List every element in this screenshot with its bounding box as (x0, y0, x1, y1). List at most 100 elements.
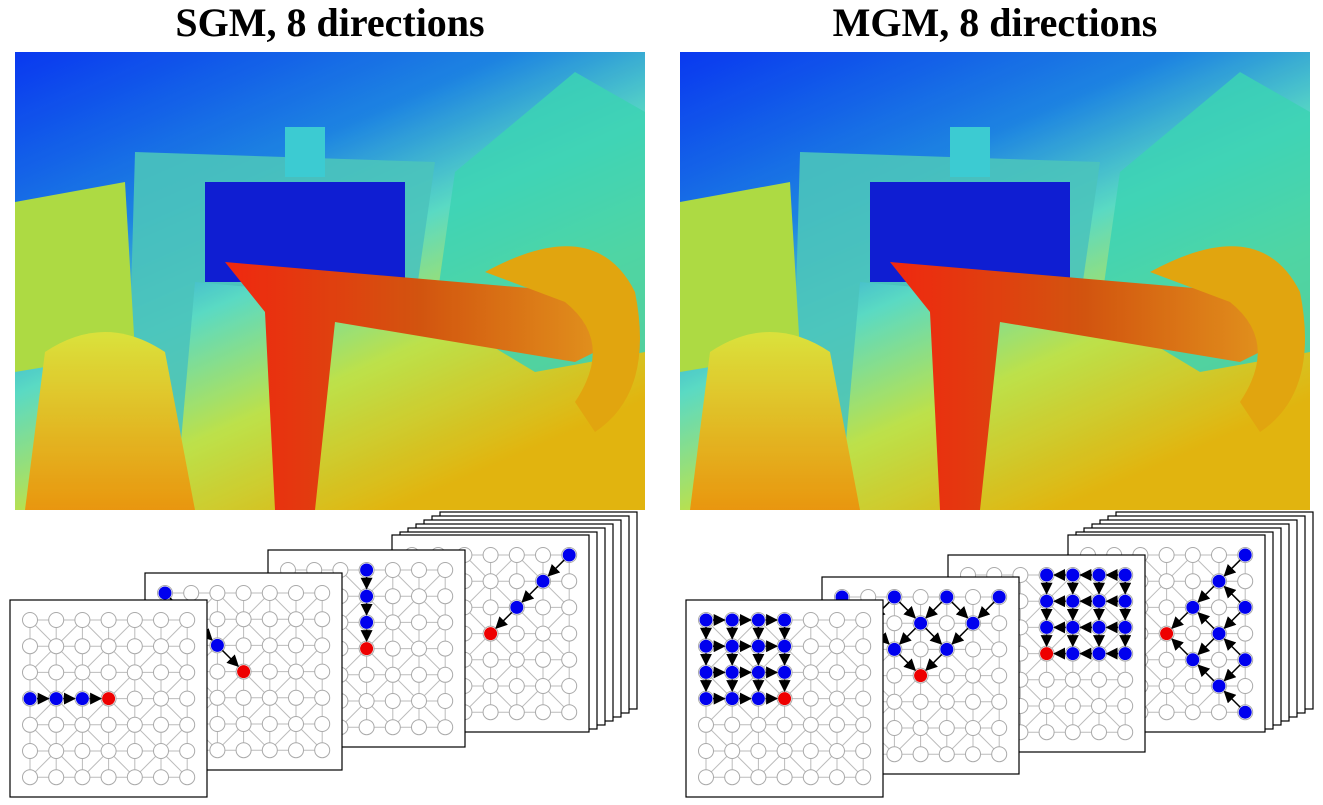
node (48, 769, 65, 786)
blue-node (751, 692, 765, 706)
node (1117, 698, 1134, 714)
node (48, 612, 65, 628)
blue-node (940, 642, 954, 656)
node (288, 611, 304, 628)
node (126, 612, 143, 628)
node (314, 611, 331, 628)
node (235, 689, 252, 706)
node (991, 667, 1008, 684)
node (855, 664, 872, 681)
red-node (237, 665, 251, 679)
blue-node (210, 638, 224, 652)
node (886, 720, 903, 736)
node (1117, 724, 1134, 741)
node (561, 599, 578, 616)
arrow (1223, 611, 1241, 630)
node (1064, 671, 1081, 688)
node (535, 704, 551, 721)
node (314, 689, 331, 706)
node (384, 666, 401, 683)
node (179, 612, 196, 628)
node (209, 742, 226, 759)
node (22, 664, 38, 681)
node (48, 716, 65, 733)
node (561, 704, 578, 721)
arrow (925, 653, 943, 672)
node (209, 716, 226, 732)
node (886, 667, 903, 684)
node (153, 638, 169, 655)
red-node (1160, 627, 1174, 641)
node (126, 743, 143, 759)
node (384, 614, 401, 631)
node (384, 719, 401, 736)
panel-title: MGM, 8 directions (833, 0, 1158, 45)
node (209, 663, 226, 680)
node (508, 651, 525, 668)
node (22, 612, 38, 628)
node (411, 693, 427, 709)
node (508, 547, 525, 563)
node (1184, 573, 1201, 590)
node (724, 716, 741, 733)
node (1184, 678, 1201, 694)
node (912, 720, 929, 736)
node (411, 562, 427, 578)
arrow (1223, 664, 1241, 682)
node (288, 716, 304, 732)
node (561, 651, 578, 668)
node (965, 746, 981, 763)
node (411, 588, 427, 605)
node (855, 612, 872, 628)
node (74, 638, 91, 655)
node (261, 663, 278, 680)
node (855, 716, 872, 733)
blue-node (49, 692, 63, 706)
node (1184, 704, 1201, 721)
node (508, 573, 525, 590)
blue-node (360, 589, 374, 603)
red-node (778, 692, 792, 706)
node (126, 716, 143, 733)
blue-node (699, 665, 713, 679)
node (358, 719, 375, 736)
node (535, 625, 551, 642)
node (938, 615, 955, 632)
node (724, 743, 741, 759)
blue-node (1212, 574, 1226, 588)
node (314, 663, 331, 680)
node (1211, 547, 1227, 563)
node (1064, 724, 1081, 741)
blue-node (1118, 594, 1132, 608)
arrow (1171, 638, 1189, 656)
blue-node (23, 692, 37, 706)
node (22, 743, 38, 759)
node (100, 716, 117, 733)
node (508, 678, 525, 694)
node (1237, 625, 1254, 642)
node (535, 547, 551, 563)
node (358, 666, 375, 683)
node (1237, 573, 1254, 590)
node (1158, 599, 1175, 616)
node (886, 746, 903, 763)
node (437, 562, 454, 578)
node (1211, 704, 1227, 721)
arrow (951, 601, 969, 619)
node (802, 664, 819, 681)
blue-node (360, 615, 374, 629)
node (535, 678, 551, 694)
node (938, 746, 955, 763)
node (411, 614, 427, 631)
node (912, 641, 929, 658)
red-node (102, 692, 116, 706)
node (153, 612, 169, 628)
node (829, 716, 845, 733)
arrow (977, 601, 995, 619)
node (314, 716, 331, 732)
arrow (521, 585, 539, 603)
node (802, 638, 819, 655)
node (153, 690, 169, 707)
blue-node (536, 574, 550, 588)
node (802, 743, 819, 759)
